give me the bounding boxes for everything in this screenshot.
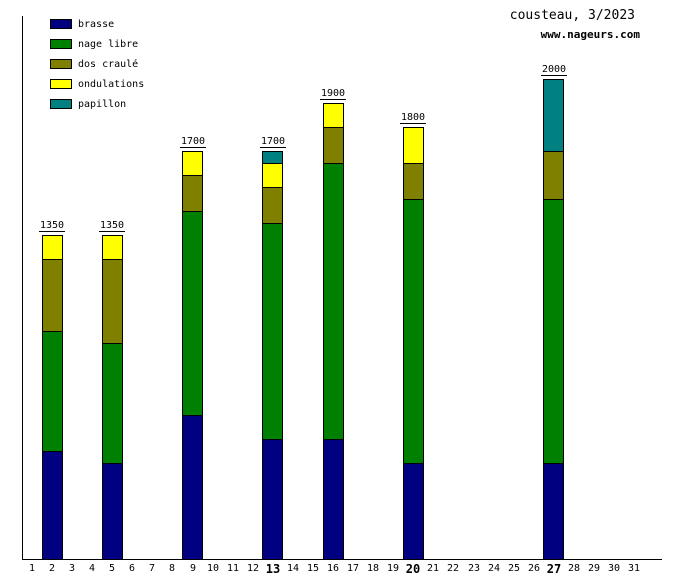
x-tick-label-14: 14 — [286, 563, 300, 574]
legend-item-3: ondulations — [50, 74, 144, 94]
bar-segment-day9-nage-libre — [182, 211, 203, 416]
legend-label: dos craulé — [78, 58, 139, 70]
x-tick-label-10: 10 — [206, 563, 220, 574]
bar-segment-day20-ondulations — [403, 127, 424, 164]
bar-total-label-day20: 1800 — [399, 112, 427, 124]
x-tick-label-22: 22 — [446, 563, 460, 574]
x-tick-label-16: 16 — [326, 563, 340, 574]
x-tick-label-6: 6 — [128, 563, 136, 574]
legend-swatch-icon — [50, 59, 72, 69]
x-tick-label-5: 5 — [108, 563, 116, 574]
bar-total-label-day13: 1700 — [259, 136, 287, 148]
bar-segment-day9-ondulations — [182, 151, 203, 176]
legend: brasse nage libre dos craulé ondulations pap… — [50, 14, 144, 114]
legend-swatch-icon — [50, 79, 72, 89]
legend-label: nage libre — [78, 38, 139, 50]
x-tick-label-3: 3 — [68, 563, 76, 574]
bar-segment-day20-dos-craulé — [403, 163, 424, 200]
x-tick-label-15: 15 — [306, 563, 320, 574]
x-tick-label-1: 1 — [28, 563, 36, 574]
x-tick-label-19: 19 — [386, 563, 400, 574]
x-tick-label-2: 2 — [48, 563, 56, 574]
bar-segment-day9-dos-craulé — [182, 175, 203, 212]
legend-label: ondulations — [78, 78, 145, 90]
bar-segment-day27-dos-craulé — [543, 151, 564, 200]
legend-item-0: brasse — [50, 14, 144, 34]
bar-segment-day13-dos-craulé — [262, 187, 283, 224]
bar-total-label-day5: 1350 — [98, 220, 126, 232]
x-tick-label-27: 27 — [546, 562, 562, 576]
x-tick-label-23: 23 — [467, 563, 481, 574]
x-tick-label-31: 31 — [627, 563, 641, 574]
watermark-url: www.nageurs.com — [540, 28, 640, 41]
bar-segment-day9-brasse — [182, 415, 203, 560]
bar-segment-day5-brasse — [102, 463, 123, 560]
x-tick-label-18: 18 — [366, 563, 380, 574]
bar-segment-day16-ondulations — [323, 103, 344, 128]
bar-segment-day20-brasse — [403, 463, 424, 560]
bar-segment-day2-brasse — [42, 451, 63, 560]
bar-segment-day2-dos-craulé — [42, 259, 63, 332]
x-tick-label-28: 28 — [567, 563, 581, 574]
x-tick-label-13: 13 — [265, 562, 281, 576]
bar-segment-day13-papillon — [262, 151, 283, 164]
bar-total-label-day2: 1350 — [38, 220, 66, 232]
x-tick-label-12: 12 — [246, 563, 260, 574]
x-tick-label-9: 9 — [189, 563, 197, 574]
x-tick-label-20: 20 — [405, 562, 421, 576]
x-tick-label-4: 4 — [88, 563, 96, 574]
bar-segment-day13-ondulations — [262, 163, 283, 188]
legend-label: brasse — [78, 18, 115, 30]
x-tick-label-11: 11 — [226, 563, 240, 574]
legend-label: papillon — [78, 98, 127, 110]
x-tick-label-29: 29 — [587, 563, 601, 574]
y-axis-line — [22, 16, 23, 559]
x-tick-label-8: 8 — [168, 563, 176, 574]
bar-total-label-day9: 1700 — [179, 136, 207, 148]
bar-segment-day13-nage-libre — [262, 223, 283, 440]
bar-segment-day16-brasse — [323, 439, 344, 560]
x-tick-label-26: 26 — [527, 563, 541, 574]
bar-segment-day27-brasse — [543, 463, 564, 560]
bar-total-label-day27: 2000 — [540, 64, 568, 76]
legend-item-4: papillon — [50, 94, 144, 114]
bar-segment-day13-brasse — [262, 439, 283, 560]
bar-segment-day27-nage-libre — [543, 199, 564, 464]
x-tick-label-7: 7 — [148, 563, 156, 574]
legend-item-2: dos craulé — [50, 54, 144, 74]
x-tick-label-17: 17 — [346, 563, 360, 574]
legend-swatch-icon — [50, 19, 72, 29]
x-tick-label-21: 21 — [426, 563, 440, 574]
x-tick-label-30: 30 — [607, 563, 621, 574]
bar-segment-day5-ondulations — [102, 235, 123, 260]
x-tick-label-24: 24 — [487, 563, 501, 574]
legend-item-1: nage libre — [50, 34, 144, 54]
legend-swatch-icon — [50, 99, 72, 109]
bar-segment-day2-ondulations — [42, 235, 63, 260]
bar-segment-day16-dos-craulé — [323, 127, 344, 164]
bar-segment-day2-nage-libre — [42, 331, 63, 452]
legend-swatch-icon — [50, 39, 72, 49]
bar-segment-day16-nage-libre — [323, 163, 344, 440]
bar-segment-day5-dos-craulé — [102, 259, 123, 344]
bar-segment-day5-nage-libre — [102, 343, 123, 464]
bar-segment-day20-nage-libre — [403, 199, 424, 464]
x-tick-label-25: 25 — [507, 563, 521, 574]
chart-title: cousteau, 3/2023 — [509, 8, 635, 23]
bar-segment-day27-papillon — [543, 79, 564, 152]
bar-total-label-day16: 1900 — [319, 88, 347, 100]
